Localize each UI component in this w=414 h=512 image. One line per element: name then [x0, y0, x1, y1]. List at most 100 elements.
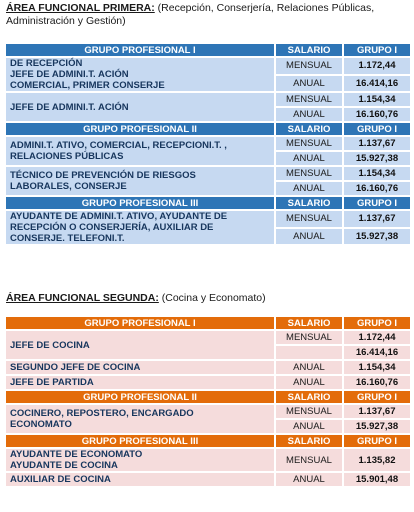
salary-period: MENSUAL — [274, 447, 344, 473]
header-row: GRUPO PROFESIONAL I SALARIO GRUPO I — [4, 42, 412, 58]
salary-amount: 16.414,16 — [342, 344, 412, 361]
area-heading: ÁREA FUNCIONAL PRIMERA: (Recepción, Cons… — [6, 2, 410, 28]
salary-amount: 1.154,34 — [342, 359, 412, 376]
salary-amount: 16.160,76 — [342, 180, 412, 197]
job-name-line: AYUDANTE DE ADMINI.T. ATIVO, AYUDANTE DE — [10, 211, 228, 222]
salary-period: ANUAL — [274, 180, 344, 197]
salary-period: MENSUAL — [274, 165, 344, 182]
salary-period: ANUAL — [274, 418, 344, 435]
job-name: COCINERO, REPOSTERO, ENCARGADO ECONOMATO — [4, 403, 276, 435]
header-row: GRUPO PROFESIONAL III SALARIO GRUPO I — [4, 433, 412, 449]
job-name-line: SEGUNDO JEFE DE COCINA — [10, 362, 141, 373]
header-cell: SALARIO — [274, 195, 344, 211]
salary-amount: 15.927,38 — [342, 418, 412, 435]
job-name-line: COCINERO, REPOSTERO, ENCARGADO — [10, 408, 194, 419]
salary-row: ANUAL 15.927,38 — [5, 418, 412, 435]
salary-amount: 1.137,67 — [342, 403, 412, 420]
header-row: GRUPO PROFESIONAL I SALARIO GRUPO I — [4, 315, 412, 331]
salary-period: MENSUAL — [274, 329, 344, 346]
job-name-line: RELACIONES PÚBLICAS — [10, 151, 124, 162]
header-row: GRUPO PROFESIONAL II SALARIO GRUPO I — [4, 389, 412, 405]
salary-period: ANUAL — [274, 73, 344, 93]
salary-period: ANUAL — [274, 106, 344, 123]
header-cell: GRUPO I — [342, 42, 412, 58]
area-title: ÁREA FUNCIONAL PRIMERA: — [6, 2, 155, 14]
salary-amount: 1.154,34 — [342, 91, 412, 108]
salary-amount: 1.154,34 — [342, 165, 412, 182]
salary-period — [274, 344, 344, 361]
job-name-line: TÉCNICO DE PREVENCIÓN DE RIESGOS — [10, 170, 196, 181]
salary-amount: 16.160,76 — [342, 106, 412, 123]
area-description: (Recepción, Conserjería, Relaciones Públ… — [6, 2, 375, 27]
salary-row: JEFE DE PARTIDA ANUAL 16.160,76 — [4, 374, 412, 391]
header-cell: GRUPO I — [342, 195, 412, 211]
salary-period: ANUAL — [274, 359, 344, 376]
job-name-line: JEFE DE PARTIDA — [10, 377, 94, 388]
header-cell: SALARIO — [274, 121, 344, 137]
salary-amount: 1.172,44 — [342, 329, 412, 346]
salary-row: ANUAL 15.927,38 — [5, 226, 412, 246]
job-name: DE RECEPCIÓN JEFE DE ADMINI.T. ACIÓN COMER… — [4, 56, 276, 93]
salary-amount: 1.172,44 — [342, 56, 412, 76]
salary-row: AYUDANTE DE ADMINI.T. ATIVO, AYUDANTE DE… — [4, 209, 412, 246]
salary-period: MENSUAL — [274, 209, 344, 229]
salary-row: ADMINI.T. ATIVO, COMERCIAL, RECEPCIONI.T… — [4, 135, 412, 167]
salary-row: TÉCNICO DE PREVENCIÓN DE RIESGOS LABORALE… — [4, 165, 412, 197]
job-name-line: JEFE DE ADMINI.T. ACIÓN — [10, 101, 129, 113]
header-cell: GRUPO PROFESIONAL II — [4, 121, 276, 137]
job-name-line: LABORALES, CONSERJE — [10, 181, 127, 192]
header-cell: SALARIO — [274, 433, 344, 449]
salary-row: ANUAL 15.927,38 — [5, 150, 412, 167]
job-name: AYUDANTE DE ECONOMATO AYUDANTE DE COCINA — [4, 447, 276, 473]
job-name-line: ADMINI.T. ATIVO, COMERCIAL, RECEPCIONI.T… — [10, 140, 227, 151]
salary-period: ANUAL — [274, 226, 344, 246]
job-name-line: JEFE DE COCINA — [10, 339, 90, 351]
area-title: ÁREA FUNCIONAL SEGUNDA: — [6, 292, 159, 304]
salary-period: MENSUAL — [274, 135, 344, 152]
header-cell: SALARIO — [274, 315, 344, 331]
salary-period: MENSUAL — [274, 403, 344, 420]
job-name-line: CONSERJE. TELEFONI.T. — [10, 233, 125, 244]
job-name: JEFE DE COCINA — [4, 329, 276, 361]
job-name-line: DE RECEPCIÓN — [10, 58, 83, 69]
area-heading: ÁREA FUNCIONAL SEGUNDA: (Cocina y Econom… — [6, 292, 410, 305]
job-name: SEGUNDO JEFE DE COCINA — [4, 359, 276, 376]
salary-row: AUXILIAR DE COCINA ANUAL 15.901,48 — [4, 471, 412, 488]
header-cell: GRUPO PROFESIONAL III — [4, 433, 276, 449]
salary-row: JEFE DE COCINA MENSUAL 1.172,44 — [4, 329, 412, 361]
job-name: ADMINI.T. ATIVO, COMERCIAL, RECEPCIONI.T… — [4, 135, 276, 167]
salary-table: GRUPO PROFESIONAL I SALARIO GRUPO I JEFE DE… — [4, 315, 412, 488]
job-name: JEFE DE ADMINI.T. ACIÓN — [4, 91, 276, 123]
header-cell: GRUPO PROFESIONAL I — [4, 42, 276, 58]
salary-period: ANUAL — [274, 150, 344, 167]
salary-row: ANUAL 16.160,76 — [5, 106, 412, 123]
job-name: TÉCNICO DE PREVENCIÓN DE RIESGOS LABORALE… — [4, 165, 276, 197]
salary-period: MENSUAL — [274, 91, 344, 108]
salary-row: ANUAL 16.414,16 — [5, 73, 412, 93]
salary-period: MENSUAL — [274, 56, 344, 76]
job-name-line: RECEPCIÓN O CONSERJERÍA, AUXILIAR DE — [10, 222, 214, 233]
salary-period: ANUAL — [274, 471, 344, 488]
salary-row: COCINERO, REPOSTERO, ENCARGADO ECONOMATO M… — [4, 403, 412, 435]
job-name: AUXILIAR DE COCINA — [4, 471, 276, 488]
salary-period: ANUAL — [274, 374, 344, 391]
job-name-line: ECONOMATO — [10, 419, 72, 430]
header-cell: SALARIO — [274, 389, 344, 405]
area-description: (Cocina y Economato) — [161, 292, 266, 304]
salary-amount: 1.137,67 — [342, 209, 412, 229]
header-cell: GRUPO I — [342, 389, 412, 405]
job-name: AYUDANTE DE ADMINI.T. ATIVO, AYUDANTE DE… — [4, 209, 276, 246]
salary-row: DE RECEPCIÓN JEFE DE ADMINI.T. ACIÓN COMER… — [4, 56, 412, 93]
header-cell: GRUPO PROFESIONAL II — [4, 389, 276, 405]
job-name: JEFE DE PARTIDA — [4, 374, 276, 391]
header-cell: GRUPO I — [342, 121, 412, 137]
salary-amount: 15.927,38 — [342, 226, 412, 246]
salary-amount: 15.927,38 — [342, 150, 412, 167]
header-cell: GRUPO I — [342, 433, 412, 449]
header-cell: GRUPO PROFESIONAL III — [4, 195, 276, 211]
header-row: GRUPO PROFESIONAL II SALARIO GRUPO I — [4, 121, 412, 137]
salary-amount: 16.160,76 — [342, 374, 412, 391]
salary-row: AYUDANTE DE ECONOMATO AYUDANTE DE COCINA M… — [4, 447, 412, 473]
salary-row: 16.414,16 — [5, 344, 412, 361]
job-name-line: JEFE DE ADMINI.T. ACIÓN — [10, 69, 129, 80]
